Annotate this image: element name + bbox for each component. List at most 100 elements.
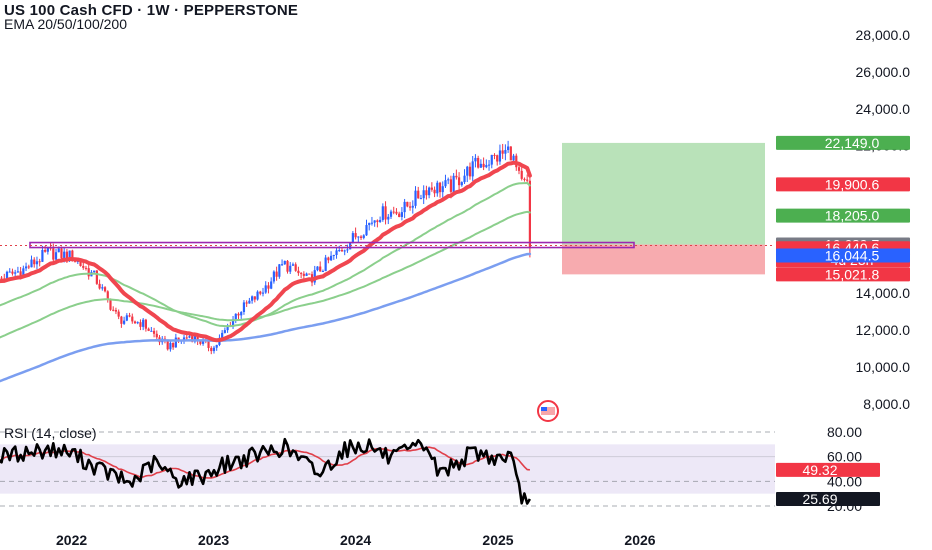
candle-body bbox=[362, 235, 365, 238]
candle-body bbox=[321, 271, 325, 273]
candle-body bbox=[449, 179, 453, 192]
candle-body bbox=[278, 264, 281, 277]
candle-body bbox=[338, 250, 341, 252]
candle-body bbox=[479, 163, 482, 168]
candle-body bbox=[196, 336, 199, 342]
candle-body bbox=[428, 187, 431, 196]
candle-body bbox=[504, 150, 507, 154]
candle-body bbox=[332, 254, 335, 256]
candle-body bbox=[501, 150, 504, 154]
candle-body bbox=[259, 291, 262, 294]
price-tick-label: 8,000.0 bbox=[863, 396, 910, 412]
candle-body bbox=[444, 180, 447, 187]
candle-body bbox=[8, 271, 11, 273]
indicator-legend[interactable]: EMA 20/50/100/200 bbox=[4, 16, 127, 32]
candle-body bbox=[417, 190, 420, 199]
candle-body bbox=[27, 266, 30, 268]
candle-body bbox=[57, 248, 60, 253]
candle-body bbox=[493, 154, 496, 156]
time-tick-label: 2024 bbox=[340, 532, 371, 548]
candle-body bbox=[357, 236, 360, 238]
candle-body bbox=[182, 337, 186, 341]
candle-body bbox=[305, 273, 308, 276]
rsi-tick-label: 60.00 bbox=[827, 449, 862, 465]
candle-body bbox=[185, 337, 188, 339]
price-badge-label: 22,149.0 bbox=[825, 135, 880, 151]
candle-body bbox=[79, 261, 82, 266]
candle-body bbox=[267, 285, 270, 289]
candle-body bbox=[468, 166, 472, 177]
time-tick-label: 2025 bbox=[482, 532, 513, 548]
ema-200-line bbox=[0, 252, 532, 383]
candle-body bbox=[128, 315, 131, 317]
time-tick-label: 2022 bbox=[56, 532, 87, 548]
candle-body bbox=[101, 287, 104, 289]
price-tick-label: 28,000.0 bbox=[856, 27, 911, 43]
candle-body bbox=[248, 300, 251, 304]
candle-body bbox=[125, 315, 128, 321]
candle-body bbox=[463, 175, 466, 183]
candle-body bbox=[302, 273, 305, 276]
price-badge bbox=[776, 267, 910, 282]
candle-body bbox=[319, 266, 322, 272]
price-badge bbox=[776, 208, 910, 223]
candle-body bbox=[251, 296, 254, 301]
candle-body bbox=[438, 182, 442, 193]
candle-body bbox=[498, 150, 502, 162]
candle-body bbox=[283, 260, 286, 265]
ema-50-line bbox=[0, 182, 531, 328]
candle-body bbox=[212, 347, 216, 352]
candle-body bbox=[41, 249, 44, 262]
candle-body bbox=[457, 177, 461, 186]
candle-body bbox=[280, 264, 284, 266]
candle-body bbox=[343, 250, 346, 252]
candle-body bbox=[65, 251, 69, 261]
candle-body bbox=[436, 182, 439, 194]
candle-body bbox=[256, 291, 259, 300]
candle-body bbox=[5, 271, 9, 280]
price-candles bbox=[0, 140, 531, 355]
candle-body bbox=[264, 285, 267, 293]
candle-body bbox=[308, 273, 311, 275]
candle-body bbox=[381, 206, 384, 220]
candle-body bbox=[191, 336, 194, 342]
candle-body bbox=[19, 271, 22, 277]
candle-body bbox=[496, 155, 499, 162]
candle-body bbox=[517, 167, 521, 171]
rsi-line bbox=[0, 437, 532, 505]
candle-body bbox=[452, 175, 455, 192]
candle-body bbox=[114, 310, 118, 312]
candle-body bbox=[346, 249, 349, 251]
candle-body bbox=[487, 164, 491, 166]
candle-body bbox=[441, 186, 444, 193]
candle-body bbox=[376, 220, 379, 222]
candle-body bbox=[261, 292, 265, 294]
candle-body bbox=[509, 146, 512, 161]
candle-body bbox=[335, 250, 338, 255]
candle-body bbox=[142, 319, 145, 327]
candle-body bbox=[395, 211, 398, 214]
candle-body bbox=[482, 163, 485, 168]
candle-body bbox=[455, 175, 458, 178]
candle-body bbox=[389, 211, 393, 217]
candle-body bbox=[477, 157, 480, 168]
flag-event-icon bbox=[541, 407, 555, 415]
candle-body bbox=[316, 266, 319, 271]
candle-body bbox=[387, 216, 390, 220]
candle-body bbox=[240, 312, 243, 316]
price-badge-label: 19,900.6 bbox=[825, 176, 880, 192]
price-tick-label: 12,000.0 bbox=[856, 322, 911, 338]
candle-body bbox=[46, 247, 49, 252]
price-badge bbox=[776, 135, 910, 150]
candle-body bbox=[16, 271, 19, 273]
candle-body bbox=[349, 242, 352, 250]
candle-body bbox=[120, 316, 123, 324]
candle-body bbox=[14, 272, 17, 274]
candle-body bbox=[384, 206, 387, 220]
candle-body bbox=[152, 330, 156, 334]
price-tick-label: 26,000.0 bbox=[856, 64, 911, 80]
candle-body bbox=[226, 326, 229, 331]
rsi-title[interactable]: RSI (14, close) bbox=[4, 425, 97, 441]
